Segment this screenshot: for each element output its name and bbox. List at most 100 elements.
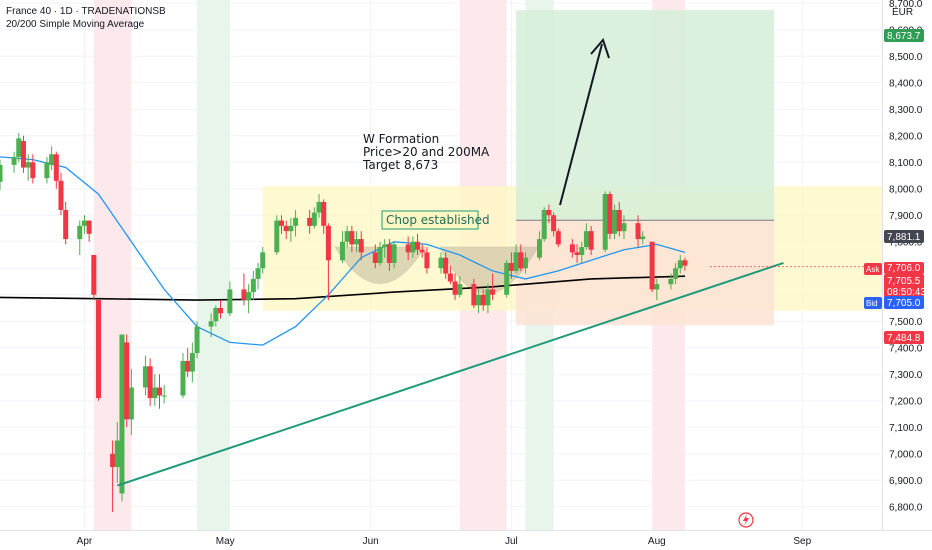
price-axis[interactable]: 6,800.0 6,900.0 7,000.0 7,100.0 7,200.0 7,300… xyxy=(889,0,923,513)
candle xyxy=(278,215,284,234)
candle-body xyxy=(274,220,280,253)
candles[interactable] xyxy=(0,133,688,513)
candle-body xyxy=(616,209,622,232)
x-tick-label: Aug xyxy=(648,536,666,547)
candle-body xyxy=(119,334,125,494)
candle xyxy=(372,244,378,269)
candle-body xyxy=(30,162,36,179)
candle-body xyxy=(114,440,120,467)
candle-body xyxy=(386,244,392,263)
candle-body xyxy=(419,249,425,253)
candle-body xyxy=(241,289,247,301)
svg-text:7,706.0: 7,706.0 xyxy=(887,263,921,274)
candle xyxy=(668,273,674,290)
shaded-period xyxy=(197,0,230,530)
candle xyxy=(391,241,397,269)
candle-body xyxy=(612,209,618,234)
candle xyxy=(110,440,116,513)
price-above-ma-label: Price>20 and 200MA xyxy=(363,145,490,159)
candle xyxy=(452,273,458,301)
candle xyxy=(288,217,294,242)
candle-body xyxy=(16,138,22,157)
candle-body xyxy=(161,395,167,397)
candle xyxy=(81,215,87,234)
candle xyxy=(410,236,416,258)
y-tick-label: 8,000.0 xyxy=(889,184,923,195)
y-tick-label: 8,700.0 xyxy=(889,0,923,10)
candle-body xyxy=(607,194,613,234)
candle xyxy=(91,255,97,301)
candle-body xyxy=(194,326,200,354)
candle-body xyxy=(635,223,641,240)
y-tick-label: 8,400.0 xyxy=(889,78,923,89)
candle xyxy=(602,191,608,253)
candle-body xyxy=(588,231,594,250)
candle xyxy=(457,276,463,298)
candle-body xyxy=(77,225,83,240)
candle-body xyxy=(504,262,510,295)
candle-body xyxy=(471,284,477,306)
target-price-tag: 8,673.7 xyxy=(884,29,924,42)
candle-body xyxy=(81,220,87,226)
candle xyxy=(485,284,491,314)
indicator-title: 20/200 Simple Moving Average xyxy=(6,19,145,30)
time-axis[interactable]: Apr May Jun Jul Aug Sep xyxy=(77,536,812,547)
candle-body xyxy=(142,366,148,388)
x-tick-label: Jun xyxy=(363,536,379,547)
candle xyxy=(358,231,364,261)
candle-body xyxy=(180,361,186,396)
candle-body xyxy=(278,220,284,226)
candle-body xyxy=(382,244,388,248)
target-label: Target 8,673 xyxy=(362,158,438,172)
svg-text:8,673.7: 8,673.7 xyxy=(887,31,921,42)
candle xyxy=(114,421,120,483)
candle xyxy=(504,260,510,298)
candle xyxy=(213,305,219,327)
candle-body xyxy=(152,387,158,399)
candle-body xyxy=(640,236,646,240)
profit-zone xyxy=(516,10,775,221)
candle-body xyxy=(218,308,223,314)
x-tick-label: Sep xyxy=(793,536,811,547)
candle xyxy=(194,321,200,359)
candle xyxy=(49,146,55,171)
candle xyxy=(124,334,130,428)
x-tick-label: Apr xyxy=(77,536,93,547)
candle-body xyxy=(583,231,589,248)
candle xyxy=(635,215,641,248)
candle xyxy=(583,223,589,250)
y-tick-label: 6,900.0 xyxy=(889,476,923,487)
candle xyxy=(128,368,134,436)
y-tick-label: 8,200.0 xyxy=(889,131,923,142)
candle-body xyxy=(602,194,608,250)
target-arrow xyxy=(559,43,603,206)
candle-body xyxy=(208,321,214,327)
candle-body xyxy=(555,231,561,245)
candle xyxy=(96,300,102,401)
candle xyxy=(551,212,557,237)
lightning-icon[interactable] xyxy=(738,512,754,528)
candle xyxy=(438,252,444,274)
candle xyxy=(649,241,655,293)
candle xyxy=(260,247,266,274)
candle xyxy=(20,135,26,173)
drawings[interactable] xyxy=(116,38,882,487)
candle xyxy=(621,215,627,240)
candle xyxy=(119,334,125,502)
candle xyxy=(476,289,482,314)
candle-body xyxy=(405,244,411,253)
y-tick-label: 7,100.0 xyxy=(889,423,923,434)
candle xyxy=(612,204,618,240)
candle xyxy=(513,244,519,274)
moving-averages xyxy=(0,156,686,346)
candle xyxy=(443,252,449,279)
candle xyxy=(227,281,233,316)
y-tick-label: 8,300.0 xyxy=(889,105,923,116)
candle xyxy=(325,223,331,301)
candle-body xyxy=(673,268,679,279)
candle xyxy=(424,247,430,274)
candle xyxy=(246,284,252,314)
candle-body xyxy=(377,247,383,263)
candle-body xyxy=(307,217,313,226)
